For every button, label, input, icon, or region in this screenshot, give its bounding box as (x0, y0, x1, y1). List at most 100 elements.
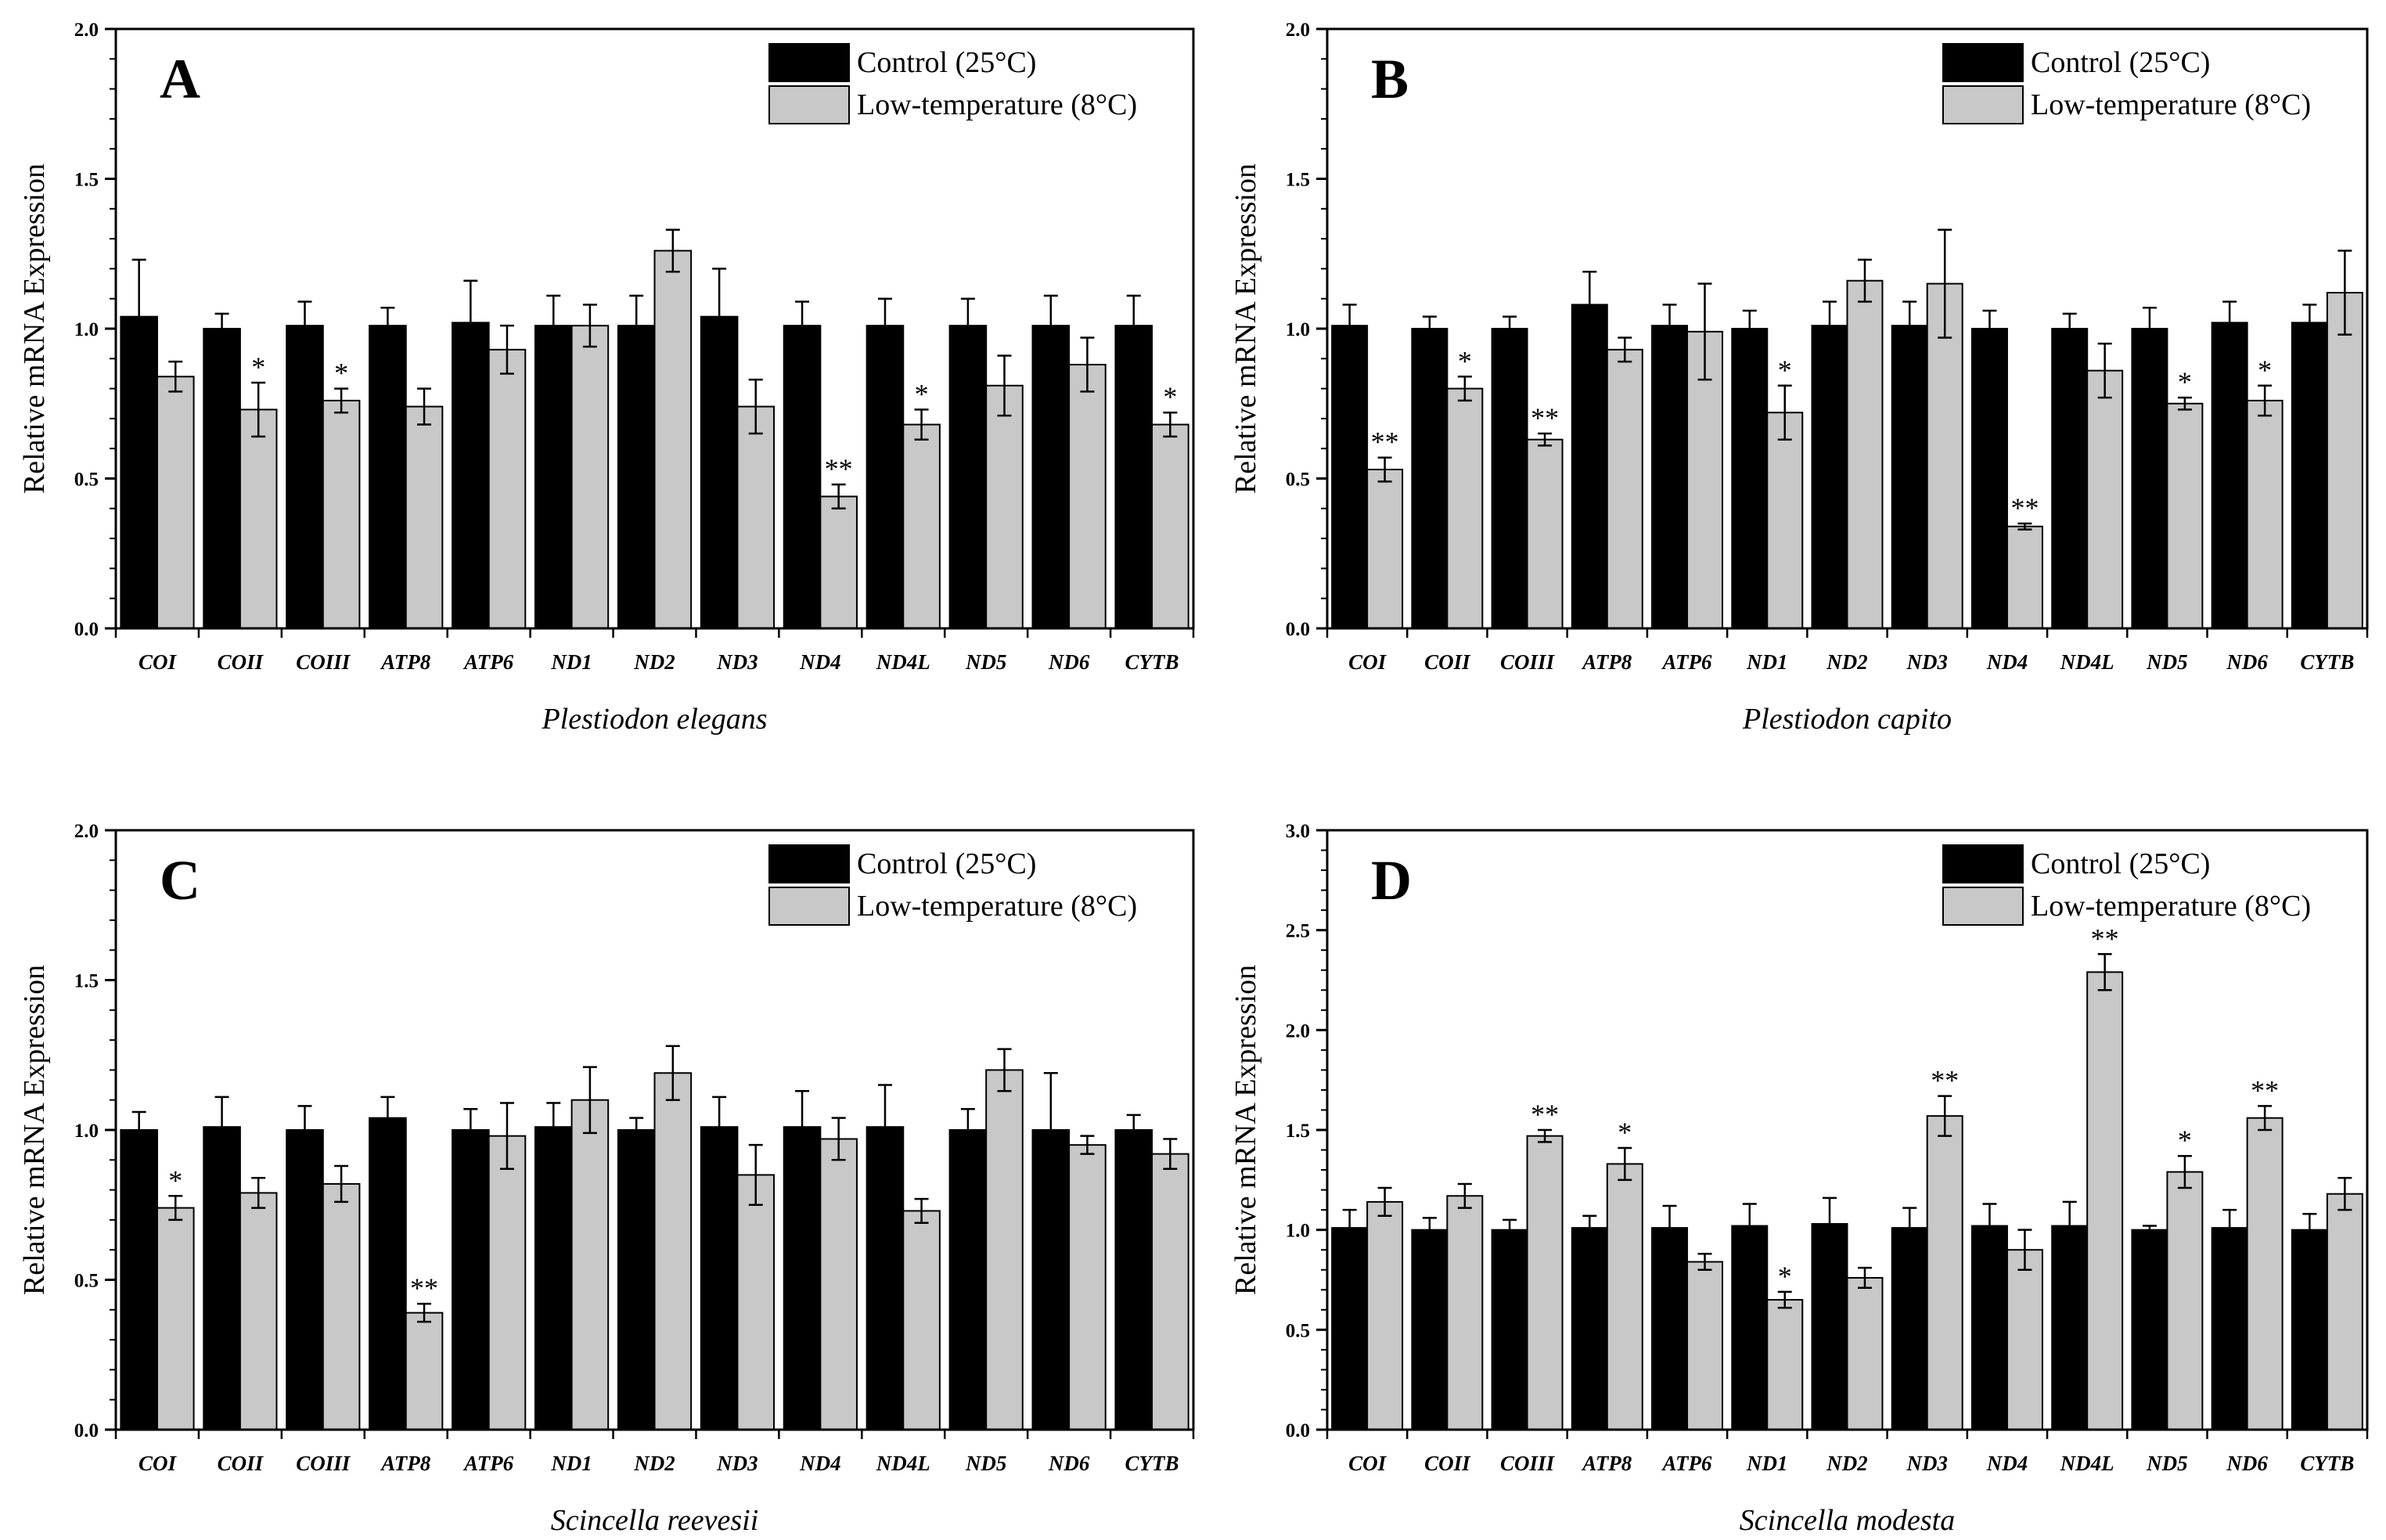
error-bar (748, 378, 763, 435)
error-bar (463, 1107, 478, 1153)
bar-low-coiii (322, 1182, 361, 1430)
error-bar (2142, 306, 2157, 351)
y-tick-label: 2.0 (74, 821, 99, 842)
bar-low-nd1 (1766, 412, 1804, 629)
x-tick-label-atp8: ATP8 (1581, 1452, 1632, 1475)
bar-low-nd4 (2006, 1249, 2043, 1430)
bar-low-coii (1446, 387, 1484, 629)
x-axis-label: Plestiodon capito (1742, 703, 1952, 736)
bar-control-nd4l (2051, 328, 2089, 629)
x-tick-label-cytb: CYTB (1125, 650, 1179, 674)
bar-low-atp8 (1606, 1163, 1643, 1430)
x-axis-label: Plestiodon elegans (541, 703, 767, 736)
x-tick-label-nd6: ND6 (1048, 650, 1090, 674)
error-bar (1163, 411, 1178, 438)
bar-low-atp6 (488, 1135, 527, 1431)
legend-swatch-low (1942, 887, 2024, 926)
error-bar (2062, 312, 2077, 345)
error-bar (1422, 315, 1437, 342)
significance-marker: * (1163, 381, 1177, 412)
x-tick-label-coiii: COIII (296, 1452, 351, 1475)
significance-marker: * (1778, 354, 1792, 386)
x-tick-label-nd2: ND2 (633, 650, 675, 674)
bar-low-nd1 (1766, 1299, 1804, 1430)
x-tick-label-cytb: CYTB (1125, 1452, 1179, 1475)
error-bar (417, 387, 432, 426)
y-tick-label: 0.5 (1286, 470, 1310, 491)
error-bar (1982, 1203, 1997, 1249)
x-tick-label-atp6: ATP6 (462, 1452, 514, 1475)
error-bar (1938, 228, 1952, 339)
y-axis-label: Relative mRNA Expression (18, 965, 51, 1295)
bar-low-coi (1366, 1200, 1404, 1431)
bar-low-atp6 (488, 348, 527, 629)
error-bar (2222, 1208, 2237, 1247)
x-tick-label-atp6: ATP6 (1661, 1452, 1713, 1475)
y-tick-label: 1.5 (1286, 170, 1310, 191)
bar-control-atp8 (1571, 304, 1608, 629)
error-bar (1342, 1208, 1357, 1247)
panel-label: D (1371, 849, 1412, 912)
bar-low-atp8 (1606, 348, 1643, 629)
error-bar (546, 294, 561, 357)
bar-control-nd2 (617, 1129, 656, 1430)
bar-control-nd6 (2211, 1227, 2248, 1430)
significance-marker: * (334, 358, 348, 389)
bar-low-nd4 (2006, 525, 2043, 630)
x-tick-label-nd3: ND3 (716, 650, 758, 674)
error-bar (334, 387, 349, 414)
x-tick-label-nd6: ND6 (1048, 1452, 1090, 1475)
error-bar (1377, 1186, 1392, 1218)
bar-control-atp6 (1651, 1227, 1689, 1430)
error-bar (1618, 1146, 1632, 1182)
x-tick-label-cytb: CYTB (2300, 1452, 2354, 1475)
panel-label: A (160, 48, 200, 110)
x-tick-label-cytb: CYTB (2300, 650, 2354, 674)
bar-low-cytb (2326, 1193, 2363, 1430)
legend-swatch-low (768, 85, 850, 124)
bar-control-atp6 (452, 322, 490, 629)
error-bar (380, 306, 395, 345)
y-axis-label: Relative mRNA Expression (18, 164, 51, 494)
bar-control-nd4 (783, 1126, 822, 1431)
legend-swatch-low (1942, 85, 2024, 124)
bar-control-nd3 (1891, 325, 1928, 629)
bar-low-coii (239, 1192, 278, 1431)
y-tick-label: 1.0 (74, 319, 99, 340)
y-tick-label: 1.0 (74, 1121, 99, 1142)
x-tick-label-coi: COI (1348, 1452, 1387, 1475)
bar-control-cytb (1114, 325, 1153, 629)
error-bar (1080, 336, 1095, 393)
error-bar (168, 1195, 183, 1222)
error-bar (1538, 432, 1553, 447)
x-tick-label-coi: COI (139, 1452, 178, 1475)
legend-label-low: Low-temperature (8°C) (857, 890, 1137, 923)
x-tick-label-nd1: ND1 (550, 650, 592, 674)
significance-marker: ** (2091, 923, 2119, 954)
error-bar (629, 1117, 644, 1143)
bar-control-cytb (2291, 322, 2328, 629)
error-bar (712, 268, 727, 366)
error-bar (1080, 1135, 1095, 1155)
x-tick-label-nd4l: ND4L (2060, 650, 2114, 674)
error-bar (214, 312, 229, 345)
significance-marker: * (1778, 1261, 1792, 1292)
bar-low-atp6 (1686, 1261, 1724, 1431)
y-tick-label: 0.0 (1286, 1420, 1310, 1441)
significance-marker: * (2178, 366, 2192, 398)
error-bar (1982, 309, 1997, 348)
bar-low-nd4 (819, 1138, 858, 1430)
bar-control-coiii (1491, 1229, 1528, 1430)
bar-control-nd6 (2211, 322, 2248, 629)
error-bar (665, 1045, 680, 1101)
error-bar (1857, 258, 1872, 303)
error-bar (1502, 315, 1517, 342)
y-tick-label: 1.5 (74, 170, 99, 191)
bar-control-nd4l (866, 325, 905, 629)
error-bar (1697, 1253, 1712, 1271)
error-bar (2177, 1154, 2192, 1189)
bar-low-nd4l (2086, 971, 2124, 1430)
x-tick-label-nd6: ND6 (2226, 650, 2268, 674)
x-tick-label-coi: COI (139, 650, 178, 674)
x-tick-label-nd4l: ND4L (876, 650, 930, 674)
